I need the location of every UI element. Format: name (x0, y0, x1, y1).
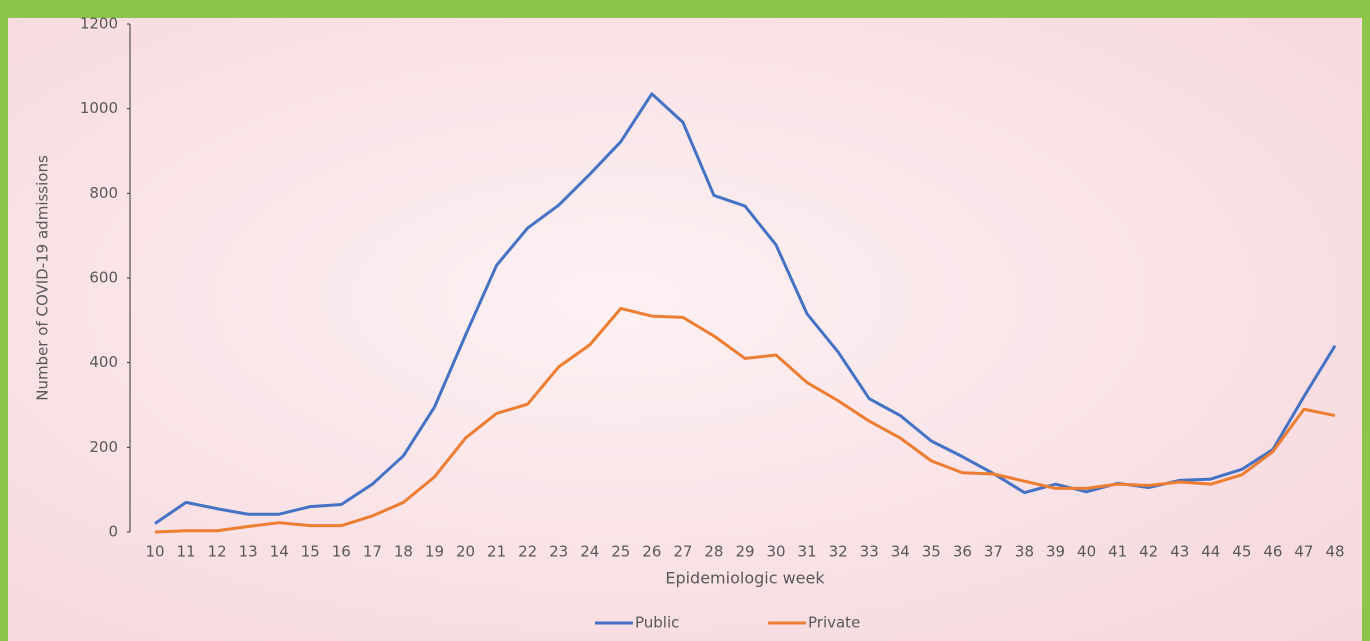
page: Number of COVID-19 admissions Epidemiolo… (0, 0, 1370, 641)
x-tick-label: 12 (208, 543, 227, 561)
x-tick-label: 27 (673, 543, 692, 561)
legend-label: Public (635, 614, 679, 632)
x-tick-label: 43 (1170, 543, 1189, 561)
x-tick-label: 33 (860, 543, 879, 561)
y-tick-label: 1200 (80, 15, 118, 33)
x-tick-label: 11 (177, 543, 196, 561)
legend-label: Private (808, 614, 860, 632)
x-tick-label: 15 (301, 543, 320, 561)
x-tick-label: 35 (922, 543, 941, 561)
chart: Number of COVID-19 admissions Epidemiolo… (0, 0, 1370, 641)
x-tick-label: 25 (611, 543, 630, 561)
y-tick-label: 0 (108, 523, 118, 541)
x-tick-label: 30 (767, 543, 786, 561)
x-tick-label: 19 (425, 543, 444, 561)
y-tick-label: 600 (89, 269, 118, 287)
y-tick-label: 1000 (80, 99, 118, 117)
x-tick-label: 13 (239, 543, 258, 561)
x-tick-label: 46 (1263, 543, 1282, 561)
x-tick-label: 32 (829, 543, 848, 561)
x-tick-label: 37 (984, 543, 1003, 561)
x-tick-label: 24 (580, 543, 599, 561)
x-tick-label: 10 (145, 543, 164, 561)
y-tick-label: 800 (89, 184, 118, 202)
x-tick-label: 40 (1077, 543, 1096, 561)
x-tick-label: 18 (394, 543, 413, 561)
y-tick-label: 400 (89, 353, 118, 371)
x-tick-label: 36 (953, 543, 972, 561)
x-tick-label: 44 (1201, 543, 1220, 561)
x-tick-label: 28 (704, 543, 723, 561)
x-tick-label: 48 (1325, 543, 1344, 561)
y-axis-title: Number of COVID-19 admissions (34, 155, 52, 401)
x-tick-label: 39 (1046, 543, 1065, 561)
x-tick-label: 34 (891, 543, 910, 561)
x-tick-label: 20 (456, 543, 475, 561)
x-tick-label: 17 (363, 543, 382, 561)
x-tick-label: 41 (1108, 543, 1127, 561)
x-tick-label: 26 (642, 543, 661, 561)
x-tick-label: 31 (798, 543, 817, 561)
x-tick-label: 14 (270, 543, 289, 561)
x-tick-label: 22 (518, 543, 537, 561)
x-tick-label: 16 (332, 543, 351, 561)
x-tick-label: 42 (1139, 543, 1158, 561)
x-tick-label: 38 (1015, 543, 1034, 561)
x-tick-label: 21 (487, 543, 506, 561)
x-tick-label: 23 (549, 543, 568, 561)
x-tick-label: 47 (1294, 543, 1313, 561)
x-tick-label: 45 (1232, 543, 1251, 561)
x-tick-label: 29 (735, 543, 754, 561)
x-axis-title: Epidemiologic week (665, 569, 825, 588)
y-tick-label: 200 (89, 438, 118, 456)
